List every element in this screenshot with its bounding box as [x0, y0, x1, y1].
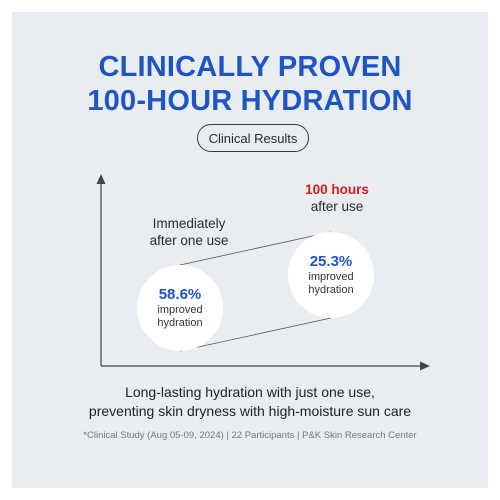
immediate-label: Immediately after one use: [124, 215, 254, 249]
immediate-label-line-1: Immediately: [152, 216, 226, 231]
study-footnote: *Clinical Study (Aug 05-09, 2024) | 22 P…: [83, 430, 417, 441]
hundred-hours-highlight: 100 hours: [305, 182, 369, 197]
hundred-hours-label-line-2: after use: [310, 199, 364, 214]
immediate-result-circle: 58.6% improved hydration: [137, 265, 223, 351]
hundred-hours-result-text-1: improved: [308, 271, 354, 283]
immediate-result-text-2: hydration: [157, 317, 203, 329]
hundred-hours-label: 100 hours after use: [277, 181, 397, 215]
hundred-hours-result-text-2: hydration: [308, 284, 354, 296]
description: Long-lasting hydration with just one use…: [12, 383, 488, 421]
immediate-result-value: 58.6%: [158, 286, 202, 303]
results-graph: [96, 174, 430, 371]
hundred-hours-result-circle: 25.3% improved hydration: [288, 232, 374, 318]
y-axis-arrow: [96, 174, 106, 184]
infographic-panel: CLINICALLY PROVEN 100-HOUR HYDRATION Cli…: [12, 12, 488, 488]
x-axis-arrow: [420, 361, 430, 371]
connector-line-top: [179, 231, 332, 266]
hundred-hours-result-value: 25.3%: [309, 253, 353, 270]
clinical-results-badge: Clinical Results: [197, 124, 309, 152]
immediate-result-text-1: improved: [157, 304, 203, 316]
immediate-label-line-2: after one use: [149, 233, 229, 248]
headline: CLINICALLY PROVEN 100-HOUR HYDRATION: [12, 50, 488, 118]
headline-line-1: CLINICALLY PROVEN: [98, 51, 402, 83]
connector-line-bottom: [179, 317, 332, 352]
headline-line-2: 100-HOUR HYDRATION: [87, 85, 413, 117]
description-line-2: preventing skin dryness with high-moistu…: [88, 403, 412, 419]
description-line-1: Long-lasting hydration with just one use…: [125, 384, 375, 400]
